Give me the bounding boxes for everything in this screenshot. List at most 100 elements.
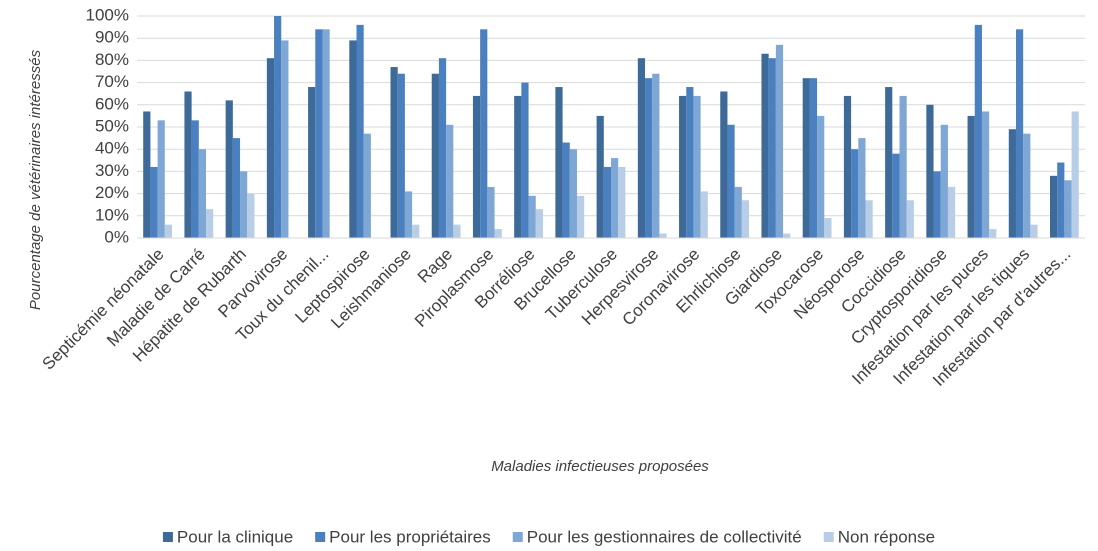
bar [198, 149, 207, 238]
y-tick-label: 30% [95, 161, 129, 180]
bar [232, 138, 241, 238]
bar [191, 120, 199, 238]
bar [487, 186, 495, 238]
bar [851, 149, 859, 238]
bar [652, 73, 660, 238]
bar [528, 195, 536, 238]
bar [315, 29, 323, 238]
y-tick-label: 80% [95, 50, 129, 69]
bar [143, 111, 151, 238]
bar [494, 229, 502, 238]
bar [446, 124, 454, 238]
bar [576, 195, 585, 238]
bar [858, 138, 866, 238]
bar [206, 209, 214, 238]
bar [596, 115, 604, 238]
y-tick-label: 60% [95, 94, 129, 113]
bar [431, 73, 439, 238]
bar [514, 95, 522, 238]
bar [438, 58, 447, 239]
bar [809, 78, 818, 238]
bar [225, 100, 233, 238]
bar [562, 142, 570, 238]
bar [947, 186, 956, 238]
y-tick-label: 40% [95, 139, 129, 158]
bar [693, 95, 701, 238]
bar [555, 87, 563, 238]
y-axis-title: Pourcentage de vétérinaires intéressés [27, 49, 44, 310]
legend-label: Pour les gestionnaires de collectivité [527, 527, 802, 546]
legend-label: Non réponse [838, 527, 935, 546]
legend-label: Pour les propriétaires [329, 527, 491, 546]
bar [535, 209, 543, 238]
bar [157, 120, 165, 238]
legend-swatch [823, 532, 834, 542]
bar [1023, 133, 1031, 238]
bar [1071, 111, 1079, 238]
bar [453, 224, 461, 238]
bar [569, 149, 577, 238]
bar [659, 233, 667, 238]
bar [775, 44, 784, 238]
bar [390, 67, 398, 238]
bar [967, 115, 975, 238]
bar [274, 16, 282, 238]
bar [974, 24, 982, 238]
bar [802, 78, 810, 238]
y-tick-label: 70% [95, 72, 129, 91]
bar [349, 40, 357, 238]
bar [989, 229, 997, 238]
bar [184, 91, 192, 238]
bar [322, 29, 330, 238]
bar [240, 171, 248, 238]
bar [637, 58, 646, 239]
bar [1049, 175, 1058, 238]
bar [1057, 162, 1065, 238]
bar [783, 233, 791, 238]
bar [899, 95, 907, 238]
bar [164, 224, 173, 238]
bar [926, 104, 934, 238]
y-tick-label: 90% [95, 28, 129, 47]
bar [741, 200, 750, 238]
bar [981, 111, 990, 238]
y-tick-label: 50% [95, 116, 129, 135]
bar [700, 191, 708, 238]
bar [603, 166, 611, 238]
bar [933, 171, 941, 238]
bar [686, 87, 694, 238]
bar [940, 124, 948, 238]
legend-label: Pour la clinique [177, 527, 293, 546]
y-tick-label: 0% [104, 227, 129, 246]
bar [480, 29, 488, 238]
x-axis-title: Maladies infectieuses proposées [491, 458, 709, 475]
bar [150, 166, 158, 238]
bar [720, 91, 728, 238]
bar [892, 153, 900, 238]
y-tick-label: 100% [86, 5, 129, 24]
bar [734, 186, 742, 238]
bar [885, 87, 893, 238]
bar [618, 166, 626, 238]
bar [679, 95, 687, 238]
bar [247, 193, 255, 238]
bar [817, 115, 825, 238]
bar [397, 73, 405, 238]
bar [1064, 180, 1072, 238]
y-tick-label: 20% [95, 183, 129, 202]
bar [1030, 224, 1038, 238]
bar [824, 218, 832, 238]
bar [645, 78, 653, 238]
bar [768, 58, 776, 239]
bar [521, 82, 529, 238]
bar [472, 95, 481, 238]
bar [308, 87, 316, 238]
legend-swatch [315, 532, 326, 542]
bar [266, 58, 275, 239]
bar [363, 133, 371, 238]
bar [906, 200, 914, 238]
bar [404, 191, 413, 238]
bar [412, 224, 420, 238]
bar [1008, 129, 1016, 238]
